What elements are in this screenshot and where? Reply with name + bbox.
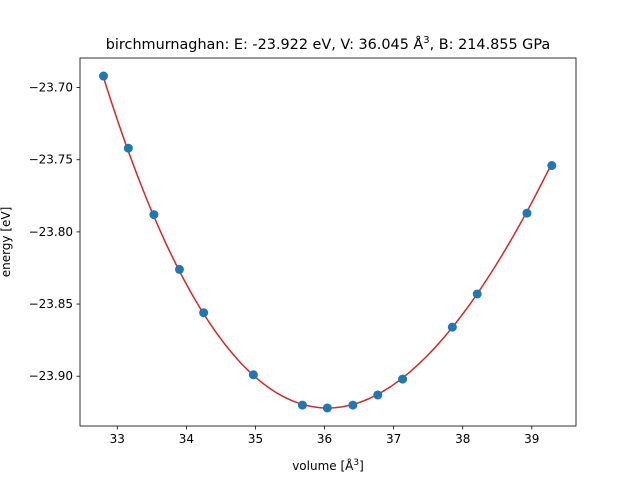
y-tick-label: −23.90 (29, 369, 73, 383)
data-point (297, 400, 307, 410)
data-point (522, 208, 532, 218)
y-tick-label: −23.70 (29, 81, 73, 95)
data-point (149, 210, 159, 220)
x-tick-label: 39 (524, 432, 539, 446)
y-tick-label: −23.85 (29, 297, 73, 311)
data-point (248, 370, 258, 380)
x-tick-label: 33 (110, 432, 125, 446)
x-tick-label: 38 (455, 432, 470, 446)
data-point (348, 400, 358, 410)
x-axis-label: volume [Å3] (292, 458, 364, 473)
data-point (199, 308, 209, 318)
data-point (547, 161, 557, 171)
chart-title: birchmurnaghan: E: -23.922 eV, V: 36.045… (106, 35, 550, 53)
fit-curve (102, 77, 553, 409)
data-point (398, 374, 408, 384)
data-point (98, 71, 108, 81)
y-axis-label: energy [eV] (0, 207, 13, 278)
x-tick-label: 37 (386, 432, 401, 446)
data-point (123, 143, 133, 153)
x-tick-label: 34 (179, 432, 194, 446)
data-point (472, 289, 482, 299)
axes-frame (79, 57, 577, 427)
y-tick-label: −23.75 (29, 153, 73, 167)
x-tick-label: 36 (317, 432, 332, 446)
data-point (174, 264, 184, 274)
x-tick-label: 35 (248, 432, 263, 446)
data-point (373, 390, 383, 400)
data-point (322, 403, 332, 413)
data-point (447, 322, 457, 332)
y-tick-label: −23.80 (29, 225, 73, 239)
plot-area: 33 34 35 36 37 38 39 −23.90 −23.85 −23.80 −23.75 −2… (29, 57, 577, 446)
